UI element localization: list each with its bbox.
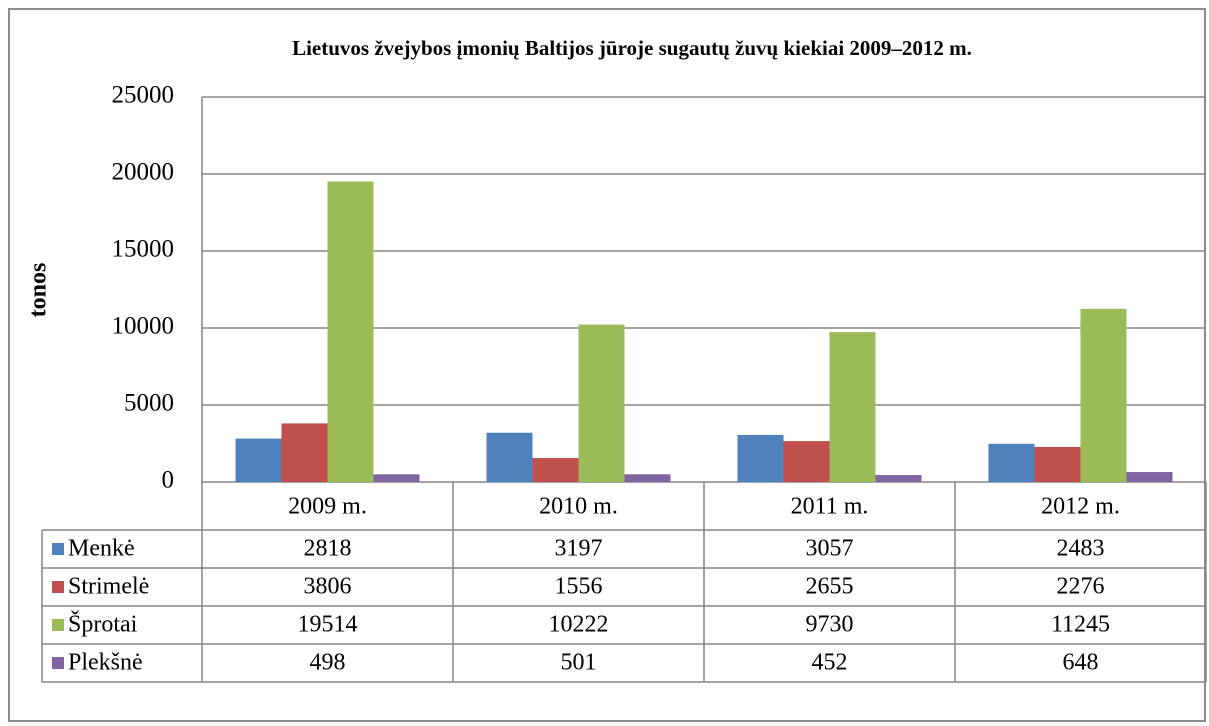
- bar: [327, 181, 374, 482]
- table-value: 3806: [304, 574, 352, 600]
- bar: [1126, 472, 1173, 482]
- table-value: 452: [812, 650, 848, 676]
- y-tick-label: 20000: [112, 159, 175, 186]
- legend-label: Strimelė: [68, 574, 149, 600]
- bar: [281, 423, 328, 482]
- table-value: 10222: [549, 612, 609, 638]
- x-tick-label: 2009 m.: [288, 494, 367, 520]
- bar: [578, 324, 625, 482]
- legend-swatch: [52, 657, 64, 669]
- bar: [235, 438, 282, 482]
- legend-swatch: [52, 581, 64, 593]
- y-axis-label: tonos: [26, 263, 52, 318]
- legend-label: Plekšnė: [68, 650, 143, 676]
- table-value: 501: [561, 650, 597, 676]
- table-value: 2818: [304, 536, 352, 562]
- bar: [373, 474, 420, 482]
- table-value: 2655: [806, 574, 854, 600]
- bar: [829, 332, 876, 482]
- table-value: 3197: [555, 536, 603, 562]
- x-tick-label: 2011 m.: [791, 494, 869, 520]
- legend-swatch: [52, 543, 64, 555]
- y-tick-label: 15000: [112, 236, 175, 263]
- y-tick-label: 10000: [112, 313, 175, 340]
- table-value: 498: [310, 650, 346, 676]
- table-value: 19514: [298, 612, 358, 638]
- legend-label: Menkė: [68, 536, 135, 562]
- y-tick-label: 25000: [112, 82, 175, 109]
- x-tick-label: 2012 m.: [1041, 494, 1120, 520]
- table-value: 3057: [806, 536, 854, 562]
- bar: [737, 434, 784, 482]
- bar: [1080, 308, 1127, 482]
- x-tick-label: 2010 m.: [539, 494, 618, 520]
- table-value: 2483: [1057, 536, 1105, 562]
- legend-label: Šprotai: [68, 611, 138, 638]
- table-value: 9730: [806, 612, 854, 638]
- y-tick-label: 0: [162, 467, 175, 494]
- table-value: 648: [1063, 650, 1099, 676]
- y-tick-label: 5000: [124, 390, 174, 417]
- bar: [624, 474, 671, 482]
- bar: [532, 458, 579, 482]
- table-value: 2276: [1057, 574, 1105, 600]
- legend-swatch: [52, 619, 64, 631]
- bar: [1034, 446, 1081, 482]
- table-value: 11245: [1051, 612, 1110, 638]
- chart-title: Lietuvos žvejybos įmonių Baltijos jūroje…: [292, 36, 972, 60]
- bar: [988, 443, 1035, 482]
- bar: [875, 475, 922, 482]
- bar: [486, 432, 533, 482]
- bar: [783, 441, 830, 482]
- table-value: 1556: [555, 574, 603, 600]
